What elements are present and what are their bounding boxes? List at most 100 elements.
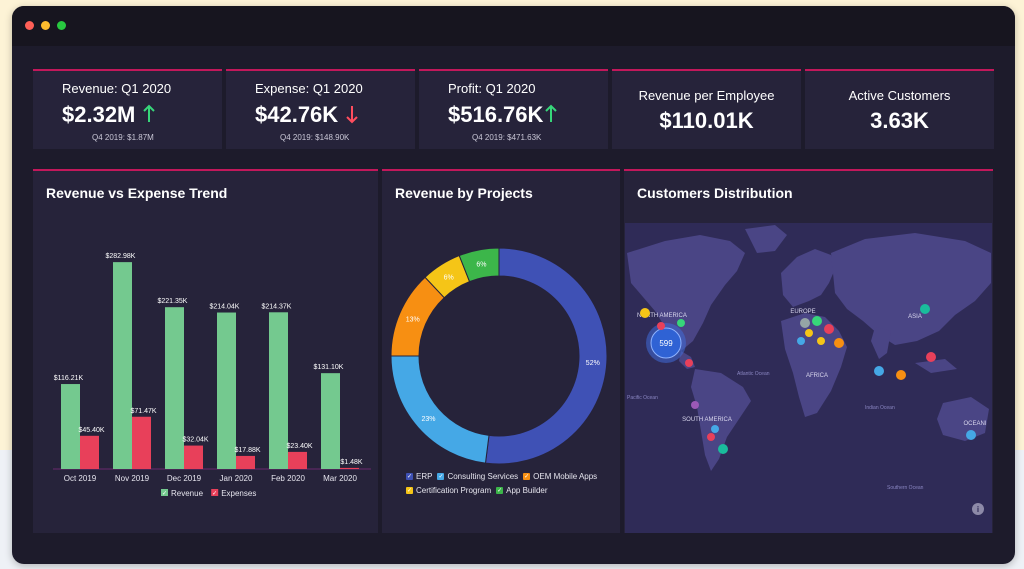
legend-item-app-builder[interactable]: ✓ App Builder: [496, 486, 548, 495]
customer-marker[interactable]: [896, 370, 906, 380]
tick-label: Jan 2020: [220, 474, 253, 483]
slice-label: 23%: [421, 416, 435, 423]
continent-india: [871, 327, 891, 359]
customer-marker[interactable]: [805, 329, 813, 337]
bar-expenses[interactable]: [80, 435, 99, 469]
slice-label: 6%: [476, 262, 486, 269]
kpi-card-revenue[interactable]: Revenue: Q1 2020 $2.32M Q4 2019: $1.87M: [33, 69, 222, 149]
bar-revenue[interactable]: [165, 307, 184, 469]
label-asia: ASIA: [908, 314, 922, 320]
continent-indonesia: [915, 359, 957, 373]
kpi-value: $516.76K: [448, 102, 544, 127]
bar-revenue[interactable]: [61, 384, 80, 469]
customer-marker[interactable]: [920, 304, 930, 314]
minimize-window-button[interactable]: [41, 21, 50, 30]
bar-expenses[interactable]: [132, 416, 151, 469]
close-window-button[interactable]: [25, 21, 34, 30]
label-south-america: SOUTH AMERICA: [682, 417, 732, 423]
customer-marker[interactable]: [834, 338, 844, 348]
customer-marker[interactable]: [797, 337, 805, 345]
continent-africa: [781, 313, 847, 417]
kpi-card-profit[interactable]: Profit: Q1 2020 $516.76K Q4 2019: $471.6…: [419, 69, 608, 149]
donut-slice[interactable]: [390, 355, 490, 464]
checkbox-icon: ✓: [437, 473, 445, 480]
panel-title: Customers Distribution: [637, 185, 793, 201]
revenue-by-projects-panel: Revenue by Projects 52% 23% 13% 6% 6% ✓ ERP ✓…: [382, 169, 620, 533]
data-label: $116.21K: [54, 375, 84, 382]
checkbox-icon: ✓: [523, 473, 531, 480]
bar-revenue[interactable]: [321, 373, 340, 469]
customer-marker[interactable]: [711, 425, 719, 433]
label-europe: EUROPE: [790, 309, 815, 315]
customer-marker[interactable]: [685, 359, 693, 367]
kpi-value: $42.76K: [255, 102, 339, 127]
kpi-card-active-customers[interactable]: Active Customers 3.63K: [805, 69, 994, 149]
customer-marker[interactable]: [707, 433, 715, 441]
customers-distribution-panel: Customers Distribution NORTH AMERICA SOU…: [624, 169, 993, 533]
checkbox-icon: ✓: [406, 487, 413, 494]
kpi-previous: Q4 2019: $1.87M: [92, 133, 154, 142]
data-label: $131.10K: [314, 364, 344, 371]
customer-marker[interactable]: [800, 318, 810, 328]
customer-marker[interactable]: [677, 319, 685, 327]
data-label: $221.35K: [158, 298, 188, 305]
kpi-value: $110.01K: [659, 108, 754, 133]
kpi-title: Revenue: Q1 2020: [62, 81, 172, 96]
info-icon[interactable]: i: [972, 503, 984, 515]
customer-marker[interactable]: [817, 337, 825, 345]
customer-marker[interactable]: [966, 430, 976, 440]
bar-revenue[interactable]: [217, 312, 236, 469]
kpi-card-revenue-per-employee[interactable]: Revenue per Employee $110.01K: [612, 69, 801, 149]
legend-swatch[interactable]: [161, 489, 168, 496]
legend-item-erp[interactable]: ✓ ERP: [406, 472, 432, 481]
checkbox-icon: ✓: [406, 473, 413, 480]
bar-revenue[interactable]: [269, 312, 288, 469]
customer-marker[interactable]: [926, 352, 936, 362]
bar-expenses[interactable]: [184, 445, 203, 469]
kpi-card-expense[interactable]: Expense: Q1 2020 $42.76K Q4 2019: $148.9…: [226, 69, 415, 149]
legend-label: Certification Program: [416, 486, 492, 495]
cluster-marker[interactable]: [650, 327, 682, 359]
bar-expenses[interactable]: [288, 451, 307, 469]
data-label: $71.47K: [130, 408, 156, 415]
customer-markers[interactable]: 599: [640, 304, 976, 454]
panel-title: Revenue vs Expense Trend: [46, 185, 228, 201]
donut-chart: 52% 23% 13% 6% 6%: [390, 247, 608, 465]
donut-slice[interactable]: [458, 247, 500, 283]
legend-item-oem[interactable]: ✓ OEM Mobile Apps: [523, 472, 597, 481]
slice-label: 6%: [444, 275, 454, 282]
bar-expenses[interactable]: [340, 467, 359, 469]
continent-asia: [831, 233, 991, 345]
legend-swatch[interactable]: [211, 489, 219, 496]
dashboard-window: Revenue: Q1 2020 $2.32M Q4 2019: $1.87M …: [12, 6, 1015, 564]
slice-label: 52%: [586, 360, 600, 367]
customer-marker[interactable]: [812, 316, 822, 326]
customer-marker[interactable]: [824, 324, 834, 334]
continent-south-america: [691, 369, 751, 471]
kpi-value: 3.63K: [870, 108, 929, 133]
maximize-window-button[interactable]: [57, 21, 66, 30]
customer-marker[interactable]: [691, 401, 699, 409]
world-map[interactable]: NORTH AMERICA SOUTH AMERICA EUROPE AFRIC…: [625, 223, 992, 533]
legend-item-consulting[interactable]: ✓ Consulting Services: [437, 472, 518, 481]
legend-label[interactable]: Expenses: [221, 489, 256, 498]
customer-marker[interactable]: [657, 322, 665, 330]
tick-label: Dec 2019: [167, 474, 202, 483]
customer-marker[interactable]: [640, 308, 650, 318]
legend-label[interactable]: Revenue: [171, 489, 204, 498]
kpi-title: Expense: Q1 2020: [255, 81, 363, 96]
arrow-down-icon: [346, 106, 358, 124]
cluster-count: 599: [659, 339, 673, 348]
checkbox-icon: ✓: [162, 491, 167, 497]
bar-expenses[interactable]: [236, 455, 255, 469]
bar-chart: $116.21K $45.40K Oct 2019 $282.98K $71.47K No…: [53, 253, 371, 498]
svg-text:i: i: [977, 505, 979, 514]
customer-marker[interactable]: [718, 444, 728, 454]
map-land: [627, 225, 991, 471]
bar-revenue[interactable]: [113, 262, 132, 469]
donut-slice[interactable]: [484, 247, 608, 465]
customer-marker[interactable]: [874, 366, 884, 376]
arrow-up-icon: [545, 104, 557, 122]
continent-europe: [781, 249, 835, 307]
legend-item-certification[interactable]: ✓ Certification Program: [406, 486, 491, 495]
